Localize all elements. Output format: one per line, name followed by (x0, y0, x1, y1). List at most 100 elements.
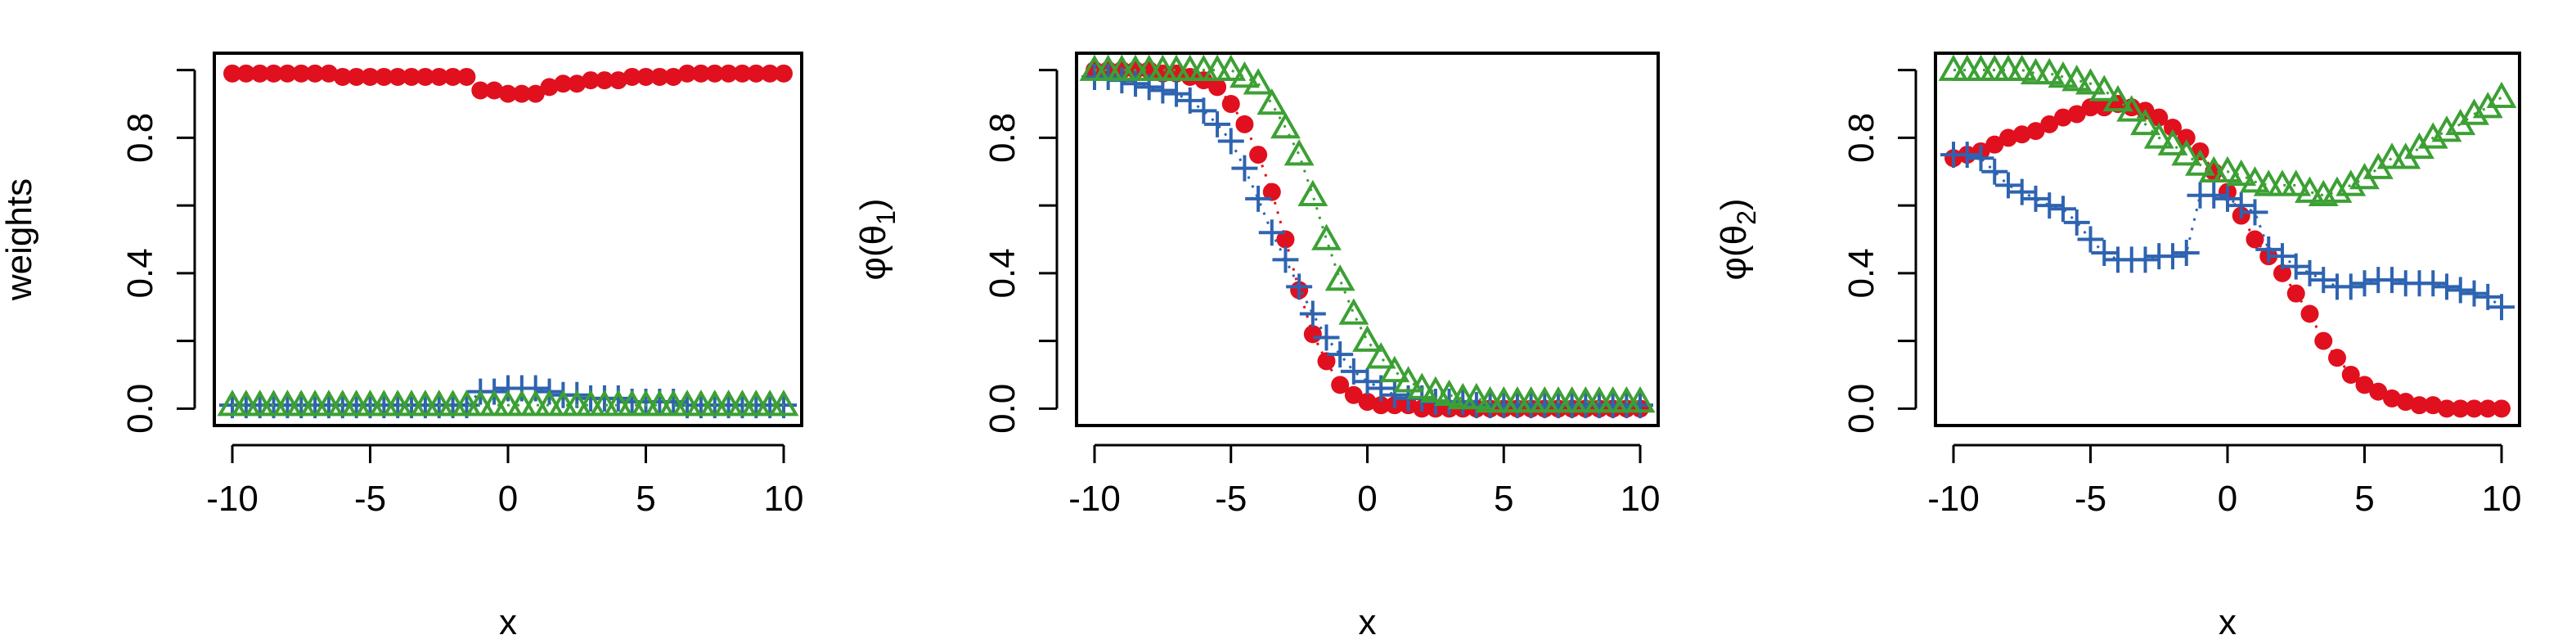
y-axis-label: φ(θ2) (1714, 198, 1761, 280)
data-point-plus (2255, 236, 2282, 263)
data-point-plus (2434, 273, 2460, 300)
y-tick-label: 0.0 (1841, 384, 1881, 434)
chart-panel-2: -10 -5 0 5 10 0.0 0.4 0.8 x φ(θ1) (853, 52, 1660, 642)
data-point-plus (2420, 270, 2447, 297)
data-point-triangle (1270, 111, 1301, 139)
data-point-triangle (2007, 54, 2038, 81)
data-point-plus (1981, 158, 2008, 185)
data-point-triangle (1379, 355, 1410, 383)
data-point-triangle (2061, 65, 2093, 92)
data-point-plus (1258, 219, 1285, 246)
data-point-circle (2451, 399, 2470, 418)
data-point-circle (2479, 399, 2497, 418)
data-point-plus (2488, 294, 2515, 321)
data-point-plus (2475, 283, 2502, 310)
data-point-circle (457, 67, 476, 86)
series-green (1079, 54, 1656, 413)
data-point-circle (250, 64, 269, 83)
data-point-plus (2379, 267, 2405, 294)
data-point-circle (705, 64, 724, 83)
data-point-circle (402, 67, 421, 86)
data-point-triangle (1434, 379, 1464, 407)
data-point-triangle (2171, 139, 2202, 166)
data-point-circle (1999, 128, 2017, 147)
data-point-circle (278, 64, 297, 83)
data-point-circle (2396, 393, 2415, 412)
data-point-plus (2310, 267, 2337, 294)
data-point-triangle (1229, 61, 1260, 88)
data-point-circle (2286, 284, 2305, 303)
data-point-circle (485, 81, 504, 100)
data-point-plus (2337, 273, 2364, 300)
data-point-circle (609, 71, 627, 90)
data-point-circle (375, 67, 393, 86)
data-point-circle (1303, 325, 1322, 344)
data-point-plus (1122, 70, 1149, 97)
data-point-plus (2077, 226, 2104, 253)
data-point-circle (1262, 182, 1281, 201)
data-point-circle (2341, 365, 2360, 384)
data-point-plus (1245, 185, 1272, 212)
data-point-plus (2228, 192, 2255, 219)
series-blue (1940, 142, 2515, 321)
y-axis-label: φ(θ1) (853, 198, 901, 280)
series-green (1938, 54, 2517, 206)
data-point-triangle (2212, 155, 2243, 183)
y-tick-label: 0.8 (120, 113, 160, 163)
data-point-plus (2036, 192, 2063, 219)
data-point-triangle (2431, 115, 2462, 142)
data-point-triangle (2486, 81, 2517, 109)
data-point-circle (2177, 128, 2196, 147)
data-point-plus (2132, 246, 2159, 273)
y-tick-label: 0.4 (1841, 248, 1881, 298)
data-point-circle (2026, 122, 2045, 141)
data-point-circle (416, 67, 434, 86)
data-point-circle (761, 64, 780, 83)
data-point-triangle (1393, 366, 1423, 393)
data-point-triangle (2459, 98, 2489, 125)
data-point-triangle (2157, 128, 2188, 155)
data-point-circle (1358, 393, 1377, 412)
data-point-circle (678, 64, 697, 83)
data-point-plus (1095, 63, 1122, 90)
data-point-triangle (2075, 68, 2106, 95)
data-point-circle (2465, 399, 2484, 418)
data-point-triangle (1297, 179, 1328, 206)
series-red (223, 64, 793, 103)
data-point-circle (443, 67, 462, 86)
data-point-circle (1208, 78, 1227, 97)
data-point-plus (2022, 185, 2049, 212)
data-point-plus (1953, 142, 1980, 169)
data-point-circle (2150, 108, 2169, 127)
data-point-circle (2300, 304, 2319, 323)
x-axis-label: x (1359, 602, 1377, 642)
data-point-plus (1967, 145, 1994, 172)
data-point-circle (775, 64, 793, 83)
data-point-plus (2269, 243, 2295, 270)
data-point-circle (2383, 389, 2401, 408)
data-point-triangle (1625, 386, 1656, 413)
series-line (1953, 69, 2502, 197)
chart-panel-1: -10 -5 0 5 10 0.0 0.4 0.8 x weights (0, 52, 804, 642)
x-tick-label: 10 (764, 479, 804, 519)
series-line (1095, 69, 1640, 403)
data-point-plus (2214, 185, 2241, 212)
data-point-circle (554, 74, 573, 93)
data-point-plus (1299, 300, 1326, 327)
plot-frame (1934, 52, 2521, 427)
data-point-circle (389, 67, 407, 86)
data-point-plus (2063, 209, 2090, 236)
chart-panel-3: -10 -5 0 5 10 0.0 0.4 0.8 x φ(θ2) (1714, 52, 2521, 642)
data-point-circle (306, 64, 325, 83)
data-point-triangle (1324, 264, 1355, 291)
data-point-circle (2493, 399, 2511, 418)
data-point-plus (1995, 172, 2021, 199)
data-point-plus (2282, 253, 2309, 280)
x-tick-label: -5 (2075, 479, 2106, 519)
x-tick-label: -10 (206, 479, 258, 519)
data-point-circle (2314, 331, 2333, 350)
data-point-triangle (1420, 376, 1451, 403)
data-point-circle (582, 71, 600, 90)
data-point-circle (512, 84, 531, 103)
data-point-circle (2067, 105, 2086, 124)
